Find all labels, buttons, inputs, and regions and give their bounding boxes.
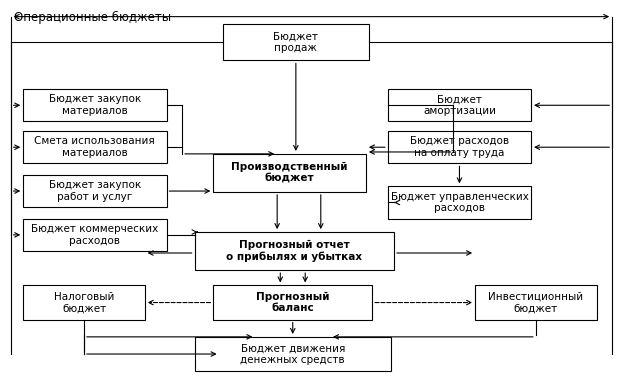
Text: Операционные бюджеты: Операционные бюджеты [14,11,171,24]
Text: Прогнозный
баланс: Прогнозный баланс [256,292,329,313]
FancyBboxPatch shape [23,131,167,164]
Text: Бюджет
амортизации: Бюджет амортизации [423,94,496,116]
Text: Бюджет движения
денежных средств: Бюджет движения денежных средств [240,343,345,365]
FancyBboxPatch shape [195,232,394,270]
Text: Производственный
бюджет: Производственный бюджет [232,162,348,184]
Text: Бюджет закупок
материалов: Бюджет закупок материалов [49,94,141,116]
FancyBboxPatch shape [387,131,531,164]
Text: Инвестиционный
бюджет: Инвестиционный бюджет [488,292,583,313]
FancyBboxPatch shape [23,218,167,251]
FancyBboxPatch shape [387,186,531,218]
FancyBboxPatch shape [475,285,597,320]
Text: Налоговый
бюджет: Налоговый бюджет [54,292,114,313]
Text: Бюджет коммерческих
расходов: Бюджет коммерческих расходов [31,224,158,246]
Text: Бюджет расходов
на оплату труда: Бюджет расходов на оплату труда [410,136,509,158]
FancyBboxPatch shape [195,337,391,371]
Text: Смета использования
материалов: Смета использования материалов [34,136,155,158]
FancyBboxPatch shape [387,89,531,121]
FancyBboxPatch shape [23,175,167,207]
FancyBboxPatch shape [213,154,366,192]
FancyBboxPatch shape [213,285,372,320]
FancyBboxPatch shape [23,89,167,121]
FancyBboxPatch shape [223,24,369,60]
Text: Бюджет управленческих
расходов: Бюджет управленческих расходов [391,192,528,213]
Text: Бюджет закупок
работ и услуг: Бюджет закупок работ и услуг [49,180,141,202]
FancyBboxPatch shape [23,285,145,320]
Text: Бюджет
продаж: Бюджет продаж [274,31,318,53]
Text: Прогнозный отчет
о прибылях и убытках: Прогнозный отчет о прибылях и убытках [226,240,362,262]
